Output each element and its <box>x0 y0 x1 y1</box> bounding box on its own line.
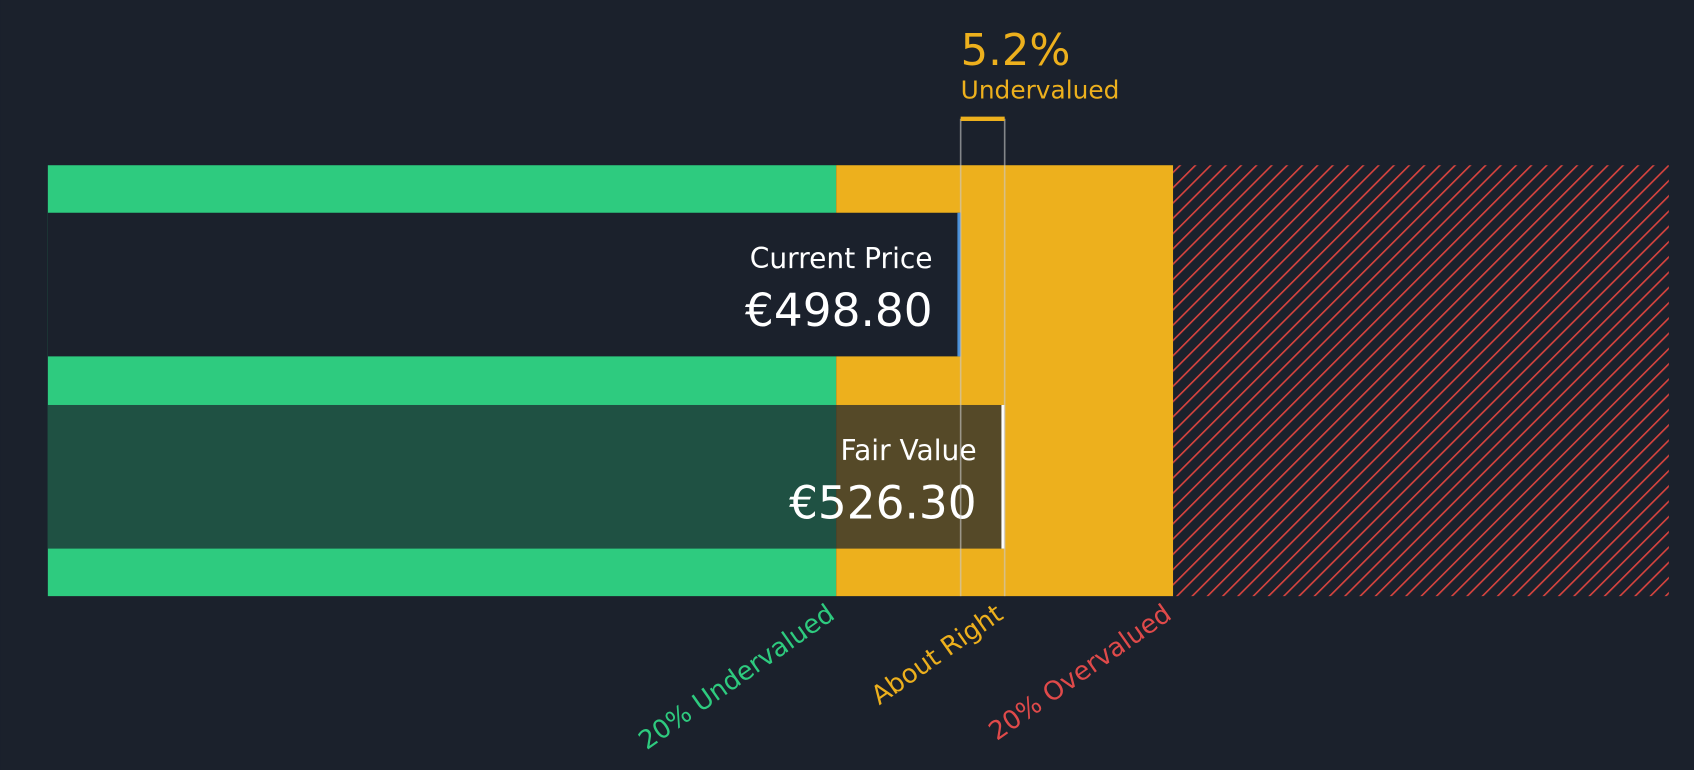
difference-value: 5.2% <box>961 26 1071 76</box>
difference-status: Undervalued <box>961 75 1120 104</box>
zone-overvalued <box>1173 165 1669 597</box>
fair-value-value: €526.30 <box>789 476 977 529</box>
fair-value-edge <box>1001 404 1005 549</box>
fair-value-bar <box>47 404 1005 549</box>
fair-value-label: Fair Value <box>841 434 977 467</box>
current-price-label: Current Price <box>750 242 933 275</box>
current-price-edge <box>957 212 961 357</box>
current-price-value: €498.80 <box>745 284 933 337</box>
current-price-bar <box>47 212 961 357</box>
